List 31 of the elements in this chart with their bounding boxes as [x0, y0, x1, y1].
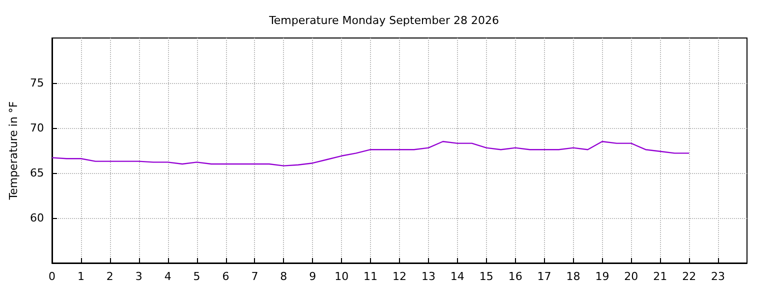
x-tick-label: 1	[77, 270, 84, 283]
y-tick-label: 60	[30, 212, 44, 224]
chart-title: Temperature Monday September 28 2026	[268, 14, 499, 27]
x-tick-label: 22	[682, 270, 696, 283]
x-tick-label: 20	[624, 270, 638, 283]
x-tick-label: 8	[280, 270, 288, 283]
x-tick-label: 0	[48, 270, 56, 283]
x-tick-label: 5	[193, 270, 200, 283]
y-tick-label: 65	[30, 166, 44, 180]
x-tick-label: 17	[537, 270, 552, 283]
x-tick-label: 2	[106, 270, 114, 283]
y-tick-label: 75	[30, 76, 44, 90]
x-tick-label: 9	[309, 270, 316, 283]
x-tick-label: 23	[711, 270, 726, 283]
line-series	[51, 140, 690, 166]
x-tick-label: 13	[421, 270, 436, 283]
x-tick-label: 3	[135, 270, 142, 283]
x-tick-label: 18	[566, 270, 580, 283]
x-tick-label: 10	[334, 270, 349, 283]
x-tick-label: 7	[251, 270, 258, 283]
x-tick-label: 16	[508, 270, 522, 283]
y-tick-label: 70	[30, 122, 44, 134]
x-tick-label: 6	[222, 270, 230, 283]
x-tick-label: 14	[450, 270, 464, 283]
x-tick-label: 4	[164, 270, 172, 283]
x-tick-label: 19	[595, 270, 610, 283]
x-tick-label: 12	[392, 270, 406, 283]
x-tick-label: 21	[653, 270, 668, 283]
x-tick-label: 11	[364, 270, 378, 283]
y-axis-title: Temperature in °F	[7, 101, 20, 201]
x-tick-label: 15	[479, 270, 494, 283]
